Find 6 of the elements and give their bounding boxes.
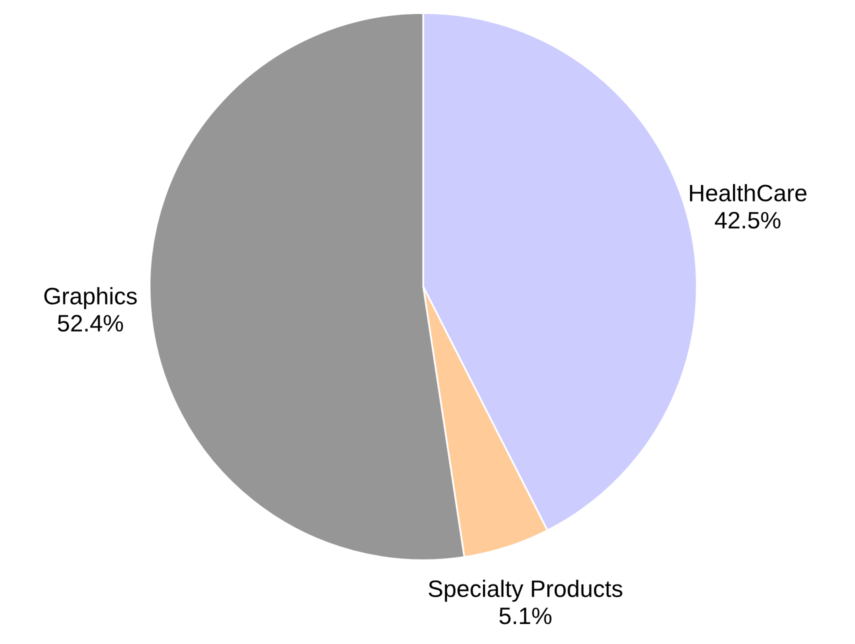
- data-label: 52.4%: [58, 314, 124, 332]
- data-label: 5.1%: [499, 608, 552, 624]
- slice-label: Graphics: [44, 287, 137, 310]
- slice-label: HealthCare: [690, 184, 806, 202]
- slice-label: Specialty Products: [428, 580, 622, 602]
- data-label: 42.5%: [714, 212, 780, 229]
